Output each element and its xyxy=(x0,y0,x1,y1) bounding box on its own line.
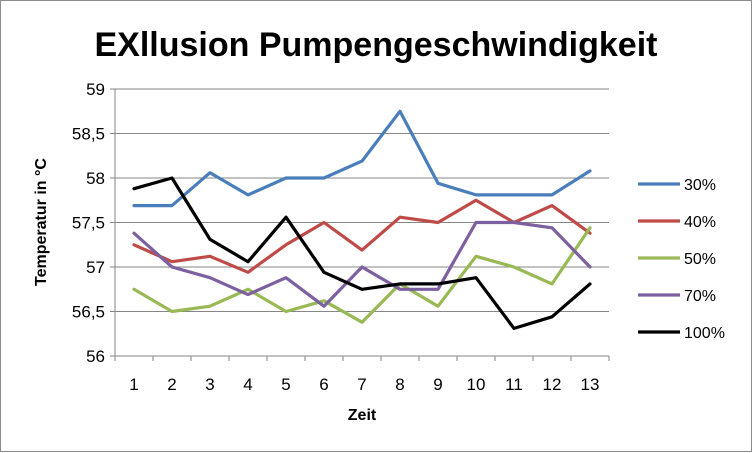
series-lines xyxy=(132,109,592,330)
x-tick-label: 4 xyxy=(243,375,252,394)
legend-label: 40% xyxy=(684,214,716,231)
y-tick-label: 57,5 xyxy=(72,214,105,233)
x-tick-label: 2 xyxy=(167,375,176,394)
x-tick-label: 6 xyxy=(319,375,328,394)
x-tick-label: 10 xyxy=(467,375,486,394)
x-axis-ticks: 1 2 3 4 5 6 7 8 9 10 11 12 13 xyxy=(114,356,610,394)
y-tick-label: 56 xyxy=(86,347,105,366)
x-tick-label: 7 xyxy=(357,375,366,394)
y-axis-title: Temperatur in °C xyxy=(33,158,50,286)
y-tick-label: 59 xyxy=(86,80,105,99)
gridlines xyxy=(114,88,609,357)
series-line-2 xyxy=(132,226,592,324)
x-tick-label: 8 xyxy=(395,375,404,394)
series-line-1 xyxy=(132,198,592,274)
y-tick-label: 58,5 xyxy=(72,125,105,144)
legend-label: 50% xyxy=(684,251,716,268)
y-tick-label: 57 xyxy=(86,258,105,277)
x-tick-label: 11 xyxy=(505,375,523,394)
x-tick-label: 5 xyxy=(281,375,290,394)
x-axis-title: Zeit xyxy=(348,407,377,424)
x-tick-label: 1 xyxy=(129,375,138,394)
series-line-3 xyxy=(132,220,592,308)
x-tick-label: 12 xyxy=(543,375,562,394)
x-tick-label: 13 xyxy=(581,375,600,394)
legend-label: 100% xyxy=(684,325,725,342)
x-tick-label: 9 xyxy=(433,375,442,394)
legend-label: 70% xyxy=(684,288,716,305)
legend: 30% 40% 50% 70% 100% xyxy=(638,177,725,342)
series-line-4 xyxy=(132,176,592,330)
y-axis-ticks: 56 56,5 57 57,5 58 58,5 59 xyxy=(72,80,115,366)
y-tick-label: 56,5 xyxy=(72,303,105,322)
chart-title: EXllusion Pumpengeschwindigkeit xyxy=(95,26,658,64)
x-tick-label: 3 xyxy=(205,375,214,394)
legend-label: 30% xyxy=(684,177,716,194)
series-line-0 xyxy=(132,109,592,208)
y-tick-label: 58 xyxy=(86,169,105,188)
